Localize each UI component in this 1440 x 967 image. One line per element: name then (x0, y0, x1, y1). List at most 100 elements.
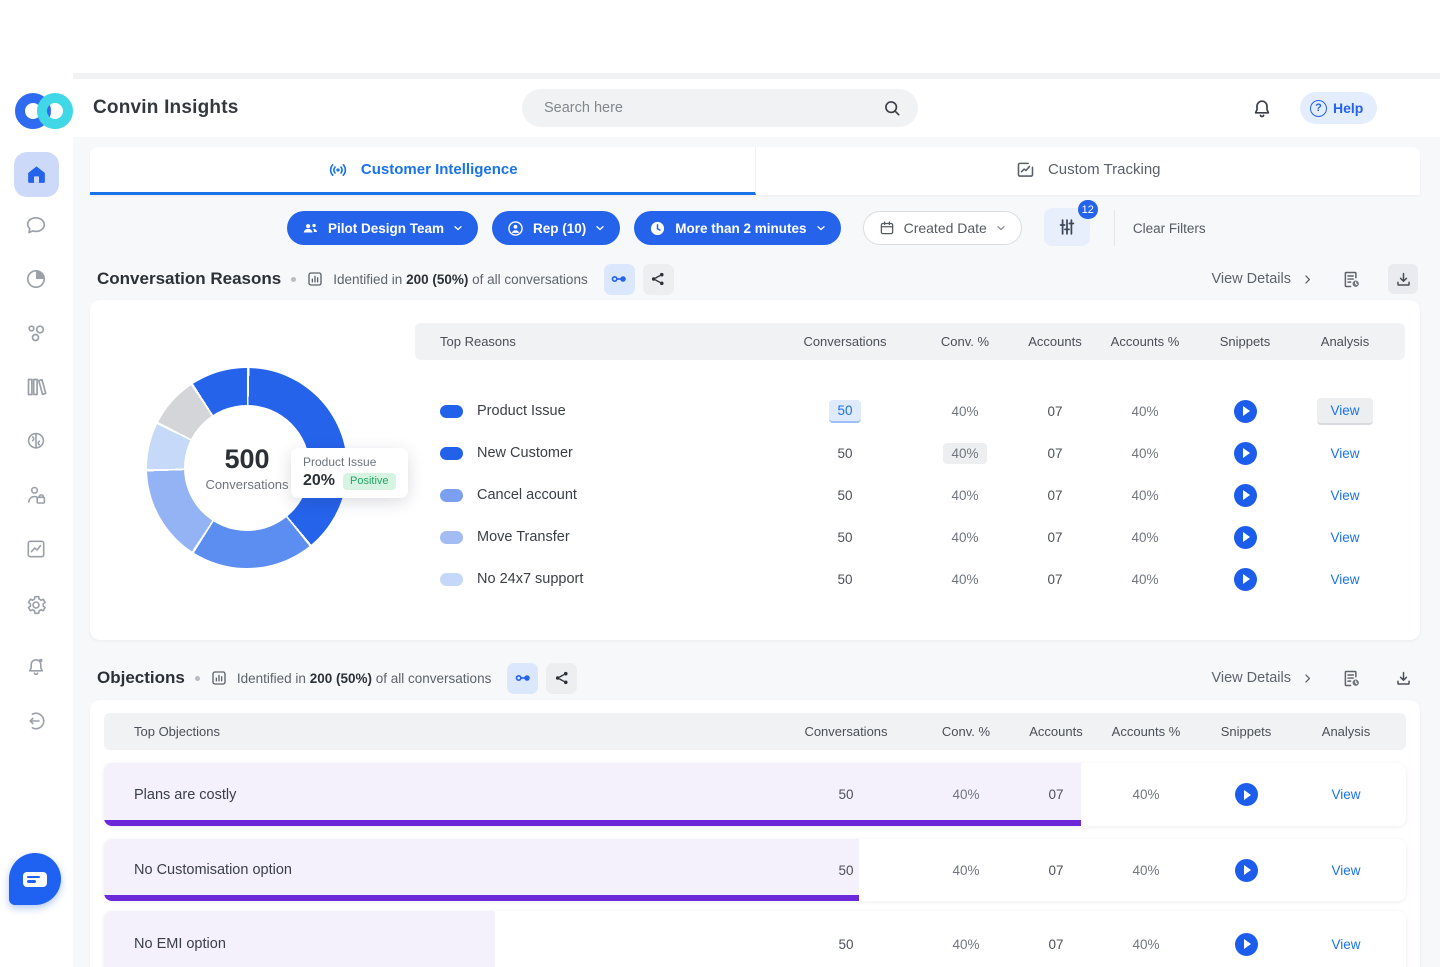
sidebar-item-logout[interactable] (24, 709, 48, 733)
notifications-bell-icon[interactable] (1250, 97, 1274, 121)
column-header: Conv. % (941, 724, 991, 739)
schedule-report-icon[interactable] (1336, 264, 1366, 294)
chat-widget-button[interactable] (9, 853, 61, 905)
sidebar-item-activity[interactable] (24, 267, 48, 291)
view-analysis-link[interactable]: View (1330, 487, 1360, 503)
objection-row: Plans are costly 50 40% 07 40% View (104, 763, 1406, 826)
conversations-count[interactable]: 50 (829, 399, 861, 423)
reason-color-dot (440, 446, 463, 460)
objection-row: No EMI option 50 40% 07 40% View (104, 911, 1406, 967)
column-header: Conversations (803, 334, 887, 349)
sidebar-item-settings[interactable] (24, 593, 48, 617)
view-details-button[interactable]: View Details (1211, 271, 1314, 287)
play-snippet-button[interactable] (1234, 932, 1258, 956)
view-analysis-link[interactable]: View (1331, 936, 1361, 952)
accounts-pct: 40% (1131, 445, 1159, 461)
view-analysis-link[interactable]: View (1317, 397, 1373, 425)
tab-custom-tracking[interactable]: Custom Tracking (756, 147, 1421, 195)
rep-filter[interactable]: Rep (10) (492, 211, 621, 245)
library-books-icon (24, 375, 48, 399)
advanced-filters-button[interactable]: 12 (1043, 200, 1098, 246)
clock-icon (648, 219, 667, 238)
bar-chart-icon (210, 669, 228, 687)
tab-customer-intelligence[interactable]: Customer Intelligence (90, 147, 756, 195)
download-icon[interactable] (1388, 663, 1418, 693)
chart-square-icon (24, 537, 48, 561)
conv-pct: 40% (951, 487, 979, 503)
duration-filter[interactable]: More than 2 minutes (634, 211, 841, 245)
view-details-button[interactable]: View Details (1211, 670, 1314, 686)
column-header: Top Reasons (440, 334, 516, 349)
chevron-down-icon (815, 222, 827, 234)
play-snippet-button[interactable] (1233, 567, 1257, 591)
reasons-table-header: Top Reasons Conversations Conv. % Accoun… (415, 323, 1405, 360)
sidebar-item-library[interactable] (24, 375, 48, 399)
objections-card: Top Objections Conversations Conv. % Acc… (90, 700, 1420, 967)
objection-row: No Customisation option 50 40% 07 40% Vi… (104, 839, 1406, 901)
play-snippet-button[interactable] (1233, 441, 1257, 465)
accounts-pct: 40% (1132, 862, 1160, 878)
chat-widget-icon (23, 871, 47, 887)
conv-pct: 40% (951, 571, 979, 587)
team-filter[interactable]: Pilot Design Team (287, 211, 479, 245)
chat-bubble-icon (24, 213, 48, 237)
table-row: No 24x7 support 50 40% 07 40% View (415, 558, 1405, 600)
accounts-pct: 40% (1132, 936, 1160, 952)
view-analysis-link[interactable]: View (1331, 787, 1361, 802)
sidebar-item-agents[interactable] (24, 483, 48, 507)
duration-filter-label: More than 2 minutes (675, 220, 807, 236)
accounts-count: 07 (1048, 862, 1064, 878)
view-analysis-link[interactable]: View (1330, 529, 1360, 545)
search-input[interactable] (544, 100, 882, 116)
help-button[interactable]: ? Help (1300, 92, 1378, 124)
sidebar-item-conversations[interactable] (24, 213, 48, 237)
schedule-report-icon[interactable] (1336, 663, 1366, 693)
user-avatar[interactable] (1383, 95, 1411, 123)
view-analysis-link[interactable]: View (1330, 571, 1360, 587)
view-details-label: View Details (1211, 271, 1291, 287)
rep-person-icon (506, 219, 525, 238)
sidebar-item-home[interactable] (14, 152, 59, 197)
sidebar-item-analytics[interactable] (24, 537, 48, 561)
tooltip-label: Product Issue (303, 455, 377, 469)
reason-color-dot (440, 530, 463, 544)
sentiment-badge: Positive (343, 472, 396, 490)
column-header: Conversations (804, 724, 888, 739)
view-analysis-link[interactable]: View (1331, 862, 1361, 878)
view-analysis-link[interactable]: View (1330, 445, 1360, 461)
team-filter-label: Pilot Design Team (328, 220, 445, 236)
sidebar-item-alerts[interactable] (24, 655, 48, 679)
download-icon[interactable] (1388, 264, 1418, 294)
play-snippet-button[interactable] (1233, 525, 1257, 549)
accounts-pct: 40% (1132, 787, 1160, 802)
identified-text: Identified in 200 (50%) of all conversat… (333, 271, 588, 287)
clear-filters-button[interactable]: Clear Filters (1132, 220, 1206, 236)
play-snippet-button[interactable] (1233, 483, 1257, 507)
date-filter[interactable]: Created Date (862, 211, 1022, 245)
tooltip-value: 20% (303, 472, 336, 489)
sidebar-item-ai[interactable] (24, 429, 48, 453)
conv-pct[interactable]: 40% (943, 442, 987, 464)
conversations-count: 50 (837, 571, 853, 587)
donut-total-label: Conversations (205, 477, 289, 492)
accounts-count: 07 (1048, 936, 1064, 952)
key-insights-toggle[interactable] (603, 263, 635, 295)
conversation-reasons-card: 500 Conversations Product Issue 20% Posi… (90, 300, 1420, 640)
objection-progress-bar (104, 895, 860, 901)
objection-label: Plans are costly (134, 786, 237, 803)
play-snippet-button[interactable] (1234, 858, 1258, 882)
broadcast-icon (327, 159, 349, 181)
play-snippet-button[interactable] (1234, 783, 1258, 806)
sidebar-item-topics[interactable] (24, 321, 48, 345)
column-header: Snippets (1219, 334, 1271, 349)
key-insights-toggle[interactable] (507, 662, 539, 694)
search-bar[interactable] (522, 89, 918, 127)
column-header: Snippets (1220, 724, 1272, 739)
graph-view-toggle[interactable] (642, 263, 674, 295)
tracking-chart-icon (1015, 159, 1036, 180)
tab-bar: Customer Intelligence Custom Tracking (90, 147, 1420, 195)
play-snippet-button[interactable] (1233, 399, 1257, 423)
graph-view-toggle[interactable] (546, 662, 578, 694)
donut-center: 500 Conversations (184, 405, 310, 531)
